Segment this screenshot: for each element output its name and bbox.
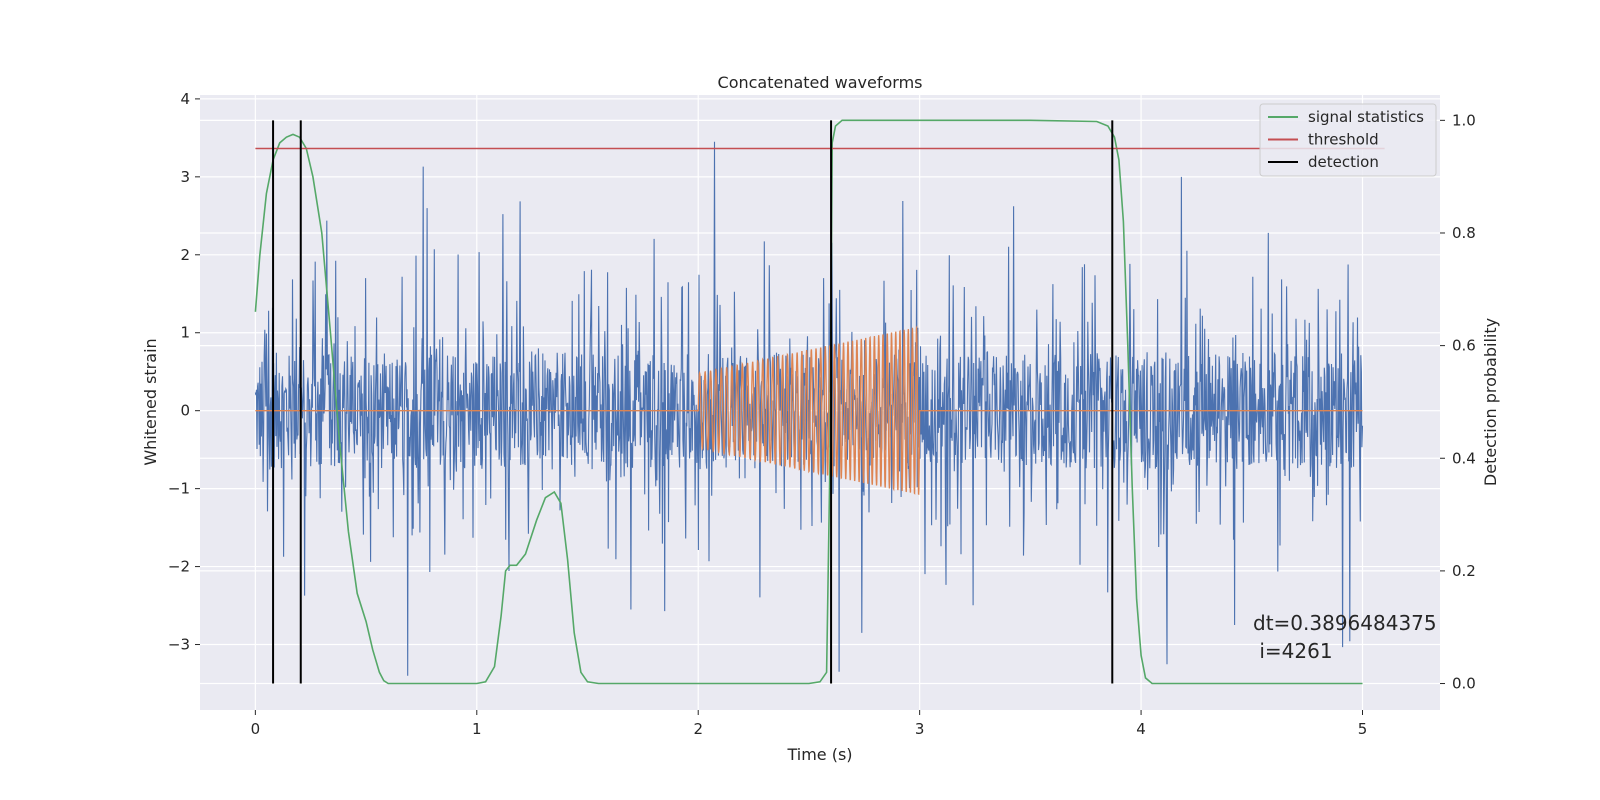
noise-series	[254, 141, 1364, 676]
legend-box	[1259, 103, 1437, 177]
chirp-series	[255, 325, 1363, 496]
y-tick-label: 1	[180, 324, 190, 342]
y-tick-label: 4	[180, 90, 190, 108]
x-tick-label: 5	[1358, 720, 1368, 738]
y-tick-label: −1	[168, 480, 190, 498]
y-tick-label: 3	[180, 168, 190, 186]
legend-label: detection	[1308, 153, 1379, 171]
noise-line	[254, 141, 1364, 676]
x-tick-label: 3	[915, 720, 925, 738]
x-tick-label: 1	[472, 720, 482, 738]
x-tick-label: 4	[1136, 720, 1146, 738]
y2-axis-label: Detection probability	[1481, 318, 1500, 486]
legend-label: threshold	[1308, 131, 1379, 149]
annotation: dt=0.3896484375 i=4261	[1253, 611, 1437, 663]
y-tick-label: 0	[180, 402, 190, 420]
y-tick-label: 2	[180, 246, 190, 264]
x-tick-label: 0	[251, 720, 261, 738]
y2-tick-label: 0.8	[1452, 224, 1476, 242]
annotation-dt: dt=0.3896484375	[1253, 611, 1437, 635]
x-axis-label: Time (s)	[786, 745, 852, 764]
y2-tick-label: 1.0	[1452, 111, 1476, 129]
y2-tick-label: 0.4	[1452, 449, 1476, 467]
x-tick-label: 2	[693, 720, 703, 738]
detection-series	[272, 120, 1114, 684]
legend-label: signal statistics	[1308, 108, 1424, 126]
legend: signal statistics threshold detection	[1259, 103, 1437, 177]
y-tick-label: −2	[168, 558, 190, 576]
y2-tick-label: 0.0	[1452, 675, 1476, 693]
y2-tick-label: 0.2	[1452, 562, 1476, 580]
annotation-index: i=4261	[1253, 639, 1333, 663]
y2-tick-label: 0.6	[1452, 337, 1476, 355]
chart-title: Concatenated waveforms	[718, 73, 923, 92]
tick-labels: 0 1 2 3 4 5 −3 −2 −1 0 1 2 3 4 0.0 0.2 0.4 0.6 0.8 1.0	[168, 90, 1476, 738]
y-axis-label: Whitened strain	[141, 338, 160, 465]
chirp-line	[255, 325, 1363, 496]
y-tick-label: −3	[168, 636, 190, 654]
